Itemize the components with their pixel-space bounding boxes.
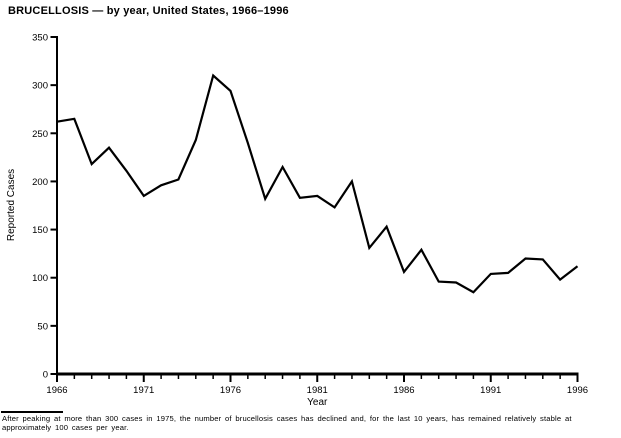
x-tick-label: 1966 (46, 385, 67, 396)
y-tick-label: 0 (43, 370, 48, 381)
line-chart: 0 50 100 150 200 250 300 350 1966 1971 1976 1981 198… (6, 33, 588, 409)
footnote-divider (1, 411, 63, 413)
y-tick-label: 200 (32, 177, 48, 188)
x-tick-label: 1986 (393, 385, 414, 396)
x-tick-label: 1991 (480, 385, 501, 396)
y-tick-label: 50 (37, 321, 48, 332)
x-axis-title: Year (307, 397, 328, 408)
chart-title: BRUCELLOSIS — by year, United States, 19… (8, 5, 289, 17)
y-tick-label: 100 (32, 273, 48, 284)
x-tick-label: 1996 (567, 385, 588, 396)
y-axis-title: Reported Cases (6, 169, 17, 241)
y-tick-label: 250 (32, 129, 48, 140)
footnote-text: After peaking at more than 300 cases in … (2, 414, 572, 432)
x-tick-label: 1981 (307, 385, 328, 396)
y-tick-label: 350 (32, 33, 48, 44)
y-tick-label: 150 (32, 225, 48, 236)
y-tick-label: 300 (32, 81, 48, 92)
data-series-line (56, 73, 579, 294)
x-tick-label: 1976 (220, 385, 241, 396)
x-tick-label: 1971 (133, 385, 154, 396)
